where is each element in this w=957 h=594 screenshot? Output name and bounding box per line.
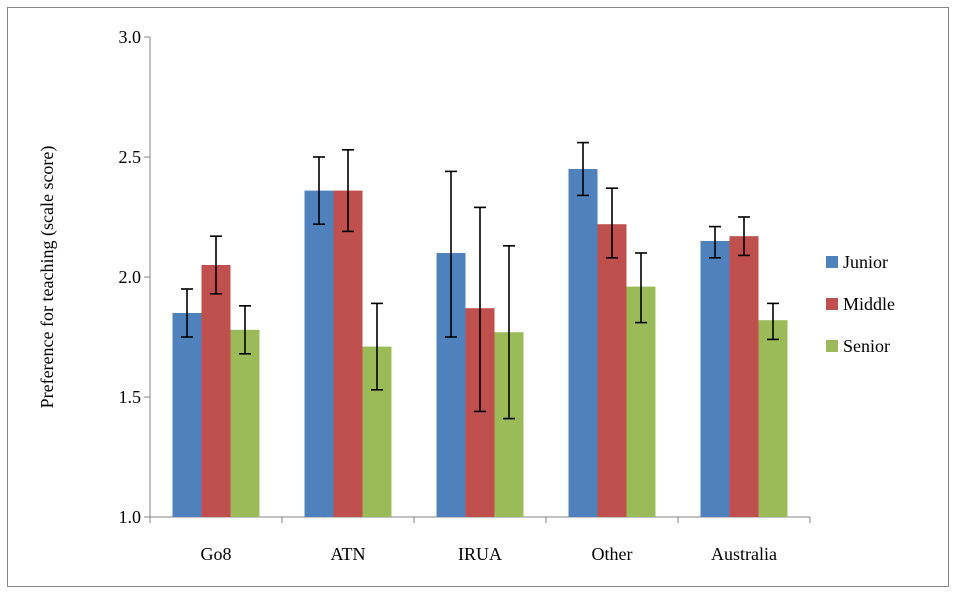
bar <box>568 169 598 517</box>
legend-swatch <box>826 298 838 310</box>
bar <box>700 241 730 517</box>
legend: Junior Middle Senior <box>826 252 895 356</box>
bar <box>626 286 656 517</box>
x-tick-label: Other <box>592 544 633 564</box>
legend-swatch <box>826 340 838 352</box>
bar <box>729 236 759 517</box>
legend-label: Junior <box>843 252 888 272</box>
legend-swatch <box>826 256 838 268</box>
bar <box>201 265 231 517</box>
x-tick-label: Australia <box>711 544 777 564</box>
tick-labels: 1.0 1.5 2.0 2.5 3.0 Go8 ATN IRUA Other Australia <box>119 27 777 564</box>
bar <box>172 313 202 517</box>
error-bars <box>181 141 779 420</box>
y-tick-label: 1.0 <box>119 507 142 527</box>
y-tick-label: 2.5 <box>119 147 142 167</box>
legend-label: Middle <box>843 294 895 314</box>
bar <box>230 329 260 517</box>
bar <box>758 320 788 517</box>
y-tick-label: 2.0 <box>119 267 142 287</box>
x-tick-label: Go8 <box>201 544 232 564</box>
bar <box>333 190 363 517</box>
y-axis-label: Preference for teaching (scale score) <box>37 146 58 409</box>
legend-label: Senior <box>843 336 890 356</box>
x-tick-label: IRUA <box>458 544 502 564</box>
y-tick-label: 1.5 <box>119 387 142 407</box>
bar <box>597 224 627 517</box>
x-tick-label: ATN <box>331 544 366 564</box>
bar <box>304 190 334 517</box>
y-tick-label: 3.0 <box>119 27 142 47</box>
